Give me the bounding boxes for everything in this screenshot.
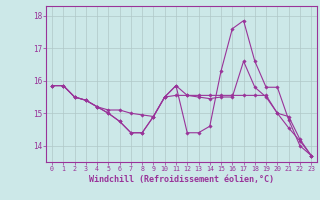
- X-axis label: Windchill (Refroidissement éolien,°C): Windchill (Refroidissement éolien,°C): [89, 175, 274, 184]
